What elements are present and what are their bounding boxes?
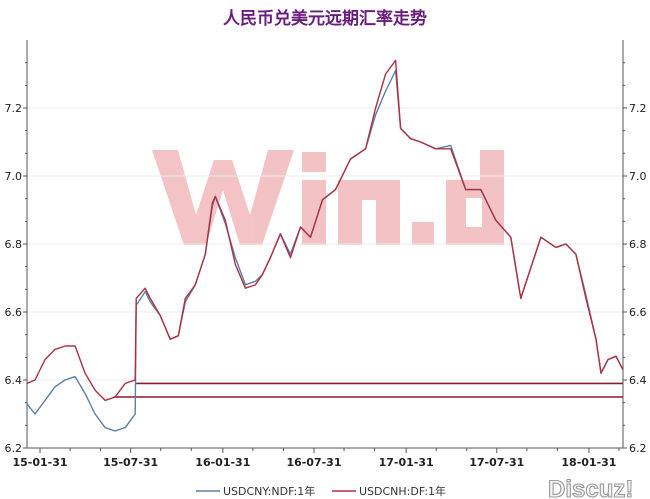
y-tick-label-right: 6.6 — [629, 306, 647, 319]
y-tick-label-left: 6.6 — [5, 306, 23, 319]
wind-logo-i — [302, 180, 326, 245]
wind-watermark — [152, 150, 504, 245]
y-tick-label-left: 7.2 — [5, 102, 23, 115]
y-tick-label-left: 6.2 — [5, 442, 23, 455]
x-tick-label: 17-07-31 — [469, 456, 524, 469]
y-tick-label-right: 7.2 — [629, 102, 647, 115]
discuz-watermark: Discuz! — [547, 475, 633, 499]
series-line-usdcnh — [26, 59, 624, 402]
y-tick-label-left: 6.4 — [5, 374, 23, 387]
x-tick-label: 15-01-31 — [12, 456, 67, 469]
x-tick-label: 18-01-31 — [561, 456, 616, 469]
discuz-watermark-text: Discuz! — [548, 476, 633, 499]
wind-logo-n — [338, 180, 400, 245]
x-tick-label: 17-01-31 — [379, 456, 434, 469]
x-tick-label: 15-07-31 — [103, 456, 158, 469]
reference-lines — [113, 382, 623, 398]
wind-logo-w — [152, 150, 294, 245]
y-tick-label-left: 6.8 — [5, 238, 23, 251]
legend: USDCNY:NDF:1年 USDCNH:DF:1年 — [196, 484, 446, 498]
series-lines — [26, 59, 624, 432]
x-tick-label: 16-07-31 — [286, 456, 341, 469]
y-tick-label-left: 7.0 — [5, 170, 23, 183]
x-tick-label: 16-01-31 — [195, 456, 250, 469]
axes: 6.2 6.2 6.4 6.4 6.6 6.6 6.8 6.8 7.0 7.0 7.2 7.2 15-0… — [5, 40, 647, 469]
y-tick-label-right: 6.2 — [629, 442, 647, 455]
chart-title: 人民币兑美元远期汇率走势 — [223, 9, 427, 29]
wind-logo-dot — [412, 222, 434, 245]
wind-logo-i-dot — [302, 152, 326, 172]
legend-label: USDCNH:DF:1年 — [359, 484, 446, 498]
grid — [27, 107, 623, 381]
legend-label: USDCNY:NDF:1年 — [223, 484, 315, 498]
y-tick-label-right: 6.8 — [629, 238, 647, 251]
wind-logo-d — [446, 150, 504, 245]
series-line-usdcny — [26, 69, 624, 432]
y-tick-label-right: 7.0 — [629, 170, 647, 183]
y-tick-label-right: 6.4 — [629, 374, 647, 387]
